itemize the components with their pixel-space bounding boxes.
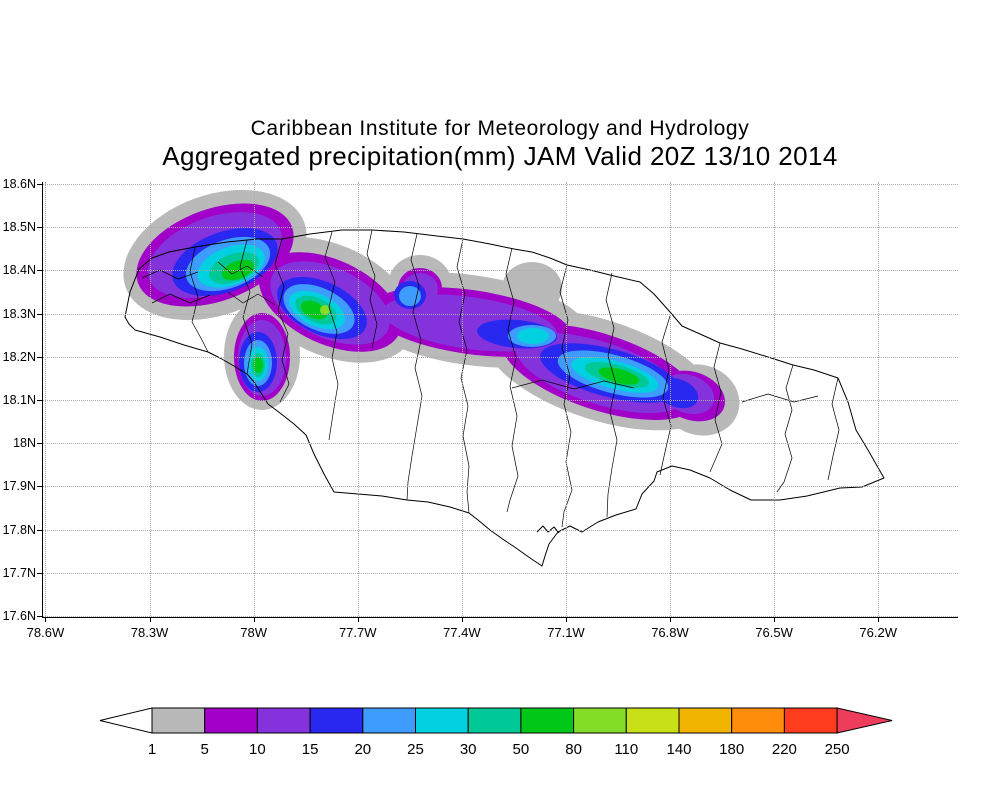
colorbar-level-label: 1 [148,741,156,758]
colorbar-segment [574,708,627,733]
colorbar-level-label: 180 [719,741,744,758]
colorbar-level-label: 25 [407,741,424,758]
colorbar-segment [257,708,310,733]
lat-tick-label: 18.4N [0,263,36,277]
lon-tick-label: 76.8W [638,625,702,640]
colorbar-level-label: 10 [249,741,266,758]
lat-tick-label: 18.3N [0,307,36,321]
colorbar-over-arrow [837,708,892,733]
lat-tick-label: 17.9N [0,479,36,493]
lat-grid-line [42,486,958,487]
lon-grid-line [462,182,463,618]
lat-tick-label: 18.2N [0,350,36,364]
lon-grid-line [878,182,879,618]
lon-tick-label: 77.7W [326,625,390,640]
lon-tick-label: 76.5W [742,625,806,640]
colorbar-svg: 1510152025305080110140180220250 [95,700,905,762]
lon-grid-line [774,182,775,618]
lat-tick-label: 18.6N [0,177,36,191]
colorbar-level-label: 80 [565,741,582,758]
colorbar-level-label: 5 [201,741,209,758]
lat-grid-line [42,357,958,358]
lon-grid-line [254,182,255,618]
lat-tick-label: 17.8N [0,523,36,537]
lat-grid-line [42,270,958,271]
colorbar-level-label: 140 [666,741,691,758]
colorbar-level-label: 20 [354,741,371,758]
chart-title-line2: Aggregated precipitation(mm) JAM Valid 2… [0,141,1000,172]
colorbar-segment [416,708,469,733]
colorbar-level-label: 50 [513,741,530,758]
lon-tick-label: 78.3W [118,625,182,640]
lon-tick-label: 77.4W [430,625,494,640]
colorbar-segment [521,708,574,733]
colorbar-segment [152,708,205,733]
lon-grid-line [670,182,671,618]
colorbar: 1510152025305080110140180220250 [95,700,905,767]
colorbar-segment [363,708,416,733]
lon-tick-label: 78.6W [13,625,77,640]
chart-title-line1: Caribbean Institute for Meteorology and … [0,117,1000,141]
lat-tick-label: 18.5N [0,220,36,234]
lat-grid-line [42,227,958,228]
lat-grid-line [42,443,958,444]
colorbar-level-label: 110 [614,741,638,758]
colorbar-under-arrow [100,708,152,733]
x-axis-line [42,617,958,618]
plot-area: 18.6N18.5N18.4N18.3N18.2N18.1N18N17.9N17… [42,182,958,618]
lat-tick-label: 17.7N [0,566,36,580]
colorbar-segment [679,708,732,733]
lon-grid-line [358,182,359,618]
lat-grid-line [42,573,958,574]
lat-grid-line [42,184,958,185]
lat-grid-line [42,400,958,401]
lat-tick-label: 17.6N [0,609,36,623]
colorbar-level-label: 30 [460,741,477,758]
lon-tick-label: 76.2W [846,625,910,640]
lon-grid-line [45,182,46,618]
lon-grid-line [150,182,151,618]
colorbar-segment [784,708,837,733]
colorbar-segment [732,708,785,733]
lat-grid-line [42,314,958,315]
colorbar-level-label: 15 [302,741,319,758]
colorbar-level-label: 220 [772,741,797,758]
lon-tick-label: 78W [222,625,286,640]
lat-tick-label: 18N [0,436,36,450]
colorbar-level-label: 250 [825,741,850,758]
colorbar-segment [626,708,679,733]
lat-tick-label: 18.1N [0,393,36,407]
colorbar-segment [310,708,363,733]
colorbar-segment [205,708,258,733]
lat-grid-line [42,530,958,531]
colorbar-segment [468,708,521,733]
lon-grid-line [566,182,567,618]
lon-tick-label: 77.1W [534,625,598,640]
y-axis-line [42,182,43,618]
